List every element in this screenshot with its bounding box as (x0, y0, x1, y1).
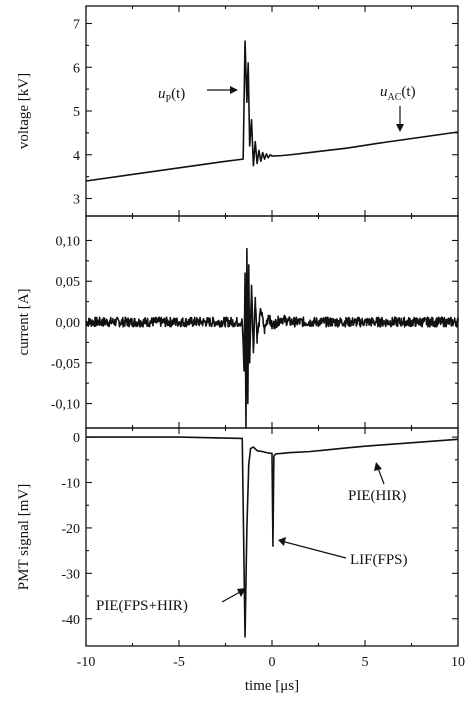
annotation-uac: uAC(t) (380, 84, 416, 103)
pmt-series (86, 436, 459, 638)
current-panel: -0,10 -0,05 0,00 0,05 0,10 current [A] (16, 215, 459, 429)
time-x-tick-label: 10 (451, 655, 465, 670)
current-y-tick-label: 0,05 (56, 275, 81, 290)
pmt-panel: 0-10-20-30-40 -10 -5 0 5 10 PMT signal [mV] … (16, 427, 465, 694)
voltage-trace-line (85, 40, 459, 182)
annotation-lif-fps-arrowhead (278, 537, 286, 546)
voltage-axis-ticks (85, 6, 459, 216)
annotation-uac-symbol: u (380, 84, 388, 100)
pmt-y-tick-label: -30 (61, 567, 80, 582)
current-y-tick-label: -0,10 (51, 398, 80, 413)
current-y-tick-label: -0,05 (51, 357, 80, 372)
annotation-pie-hir-arrow (377, 467, 385, 485)
time-x-axis-label: time [μs] (245, 678, 299, 694)
annotation-uac-suffix: (t) (401, 84, 415, 100)
voltage-y-tick-label: 3 (73, 193, 80, 208)
time-x-tick-label: 5 (362, 655, 369, 670)
current-series (85, 247, 459, 429)
annotation-lif-fps-arrow (284, 541, 347, 559)
current-y-tick-labels: -0,10 -0,05 0,00 0,05 0,10 (51, 234, 80, 412)
pmt-y-axis-label: PMT signal [mV] (16, 484, 32, 590)
pmt-y-tick-label: 0 (73, 431, 80, 446)
voltage-series (85, 40, 459, 182)
voltage-y-axis-label: voltage [kV] (16, 73, 32, 149)
time-x-tick-label: -5 (173, 655, 185, 670)
voltage-y-tick-label: 4 (73, 149, 80, 164)
time-x-tick-labels: -10 -5 0 5 10 (77, 655, 465, 670)
annotation-uac-subscript: AC (388, 92, 402, 103)
annotation-up-symbol: u (158, 86, 166, 102)
annotation-pie-hir: PIE(HIR) (348, 488, 406, 504)
voltage-y-tick-label: 6 (73, 61, 80, 76)
time-x-tick-label: -10 (77, 655, 96, 670)
pmt-y-tick-labels: 0 -10 -20 -30 -40 (61, 431, 80, 628)
annotation-lif-fps: LIF(FPS) (350, 552, 408, 568)
annotation-pie-fps-hir: PIE(FPS+HIR) (96, 598, 188, 614)
voltage-panel-frame (85, 5, 459, 217)
annotation-up: uP(t) (158, 86, 185, 105)
pmt-axis-ticks (85, 428, 459, 646)
current-trace-line (85, 247, 459, 429)
annotation-up-arrowhead (230, 86, 238, 94)
voltage-y-tick-labels: 3 4 5 6 7 (73, 18, 80, 208)
annotation-up-suffix: (t) (171, 86, 185, 102)
current-y-axis-label: current [A] (16, 288, 32, 355)
pmt-y-tick-label: -10 (61, 477, 80, 492)
annotation-up-subscript: P (166, 94, 172, 105)
pmt-y-tick-label: -40 (61, 613, 80, 628)
voltage-y-tick-label: 7 (73, 18, 80, 33)
current-y-tick-label: 0,10 (56, 234, 81, 249)
pmt-y-tick-label: -20 (61, 522, 80, 537)
annotation-uac-arrowhead (396, 124, 404, 132)
annotation-pie-fps-hir-arrow (221, 591, 241, 603)
pmt-trace-line (86, 436, 459, 638)
annotation-pie-fps-hir-arrowhead (237, 588, 246, 597)
current-y-tick-label: 0,00 (56, 316, 81, 331)
voltage-y-tick-label: 5 (73, 105, 80, 120)
time-x-tick-label: 0 (269, 655, 276, 670)
annotation-pie-hir-arrowhead (374, 462, 382, 471)
